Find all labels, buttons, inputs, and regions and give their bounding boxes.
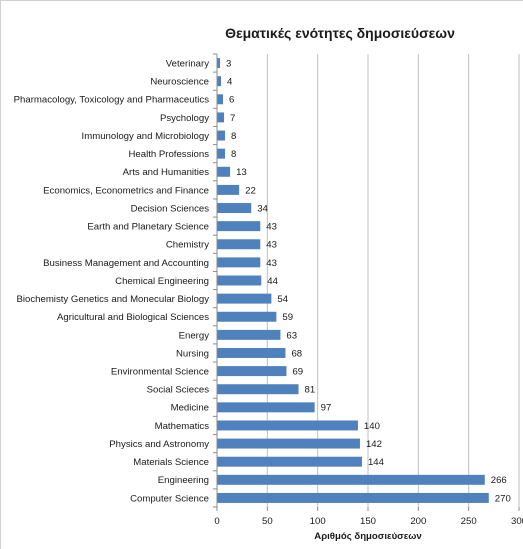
- bar: [217, 329, 281, 340]
- data-label: 22: [245, 185, 256, 196]
- category-label: Arts and Humanities: [123, 167, 210, 178]
- x-axis-label: Αριθμός δημοσιεύσεων: [314, 531, 421, 542]
- bar: [217, 76, 222, 87]
- data-label: 6: [229, 95, 234, 106]
- data-label: 142: [366, 439, 382, 450]
- bar: [217, 275, 262, 286]
- data-label: 7: [230, 113, 235, 124]
- bar: [217, 293, 272, 304]
- x-tick-label: 0: [214, 516, 219, 527]
- bar: [217, 492, 489, 503]
- data-label: 44: [267, 276, 278, 287]
- bar: [217, 239, 261, 250]
- data-label: 69: [292, 367, 303, 378]
- data-label: 270: [495, 493, 511, 504]
- category-label: Mathematics: [155, 421, 210, 432]
- category-label: Economics, Econometrics and Finance: [43, 185, 209, 196]
- bar: [217, 148, 226, 159]
- data-label: 43: [266, 240, 277, 251]
- data-label: 144: [368, 457, 385, 468]
- category-label: Physics and Astronomy: [109, 439, 209, 450]
- data-label: 43: [266, 258, 277, 269]
- data-label: 43: [266, 222, 277, 233]
- data-label: 81: [305, 385, 316, 396]
- data-label: 8: [231, 149, 236, 160]
- category-label: Pharmacology, Toxicology and Pharmaceuti…: [14, 95, 210, 106]
- bars: [217, 58, 489, 503]
- category-labels: Veterinary Neuroscience Pharmacology, Toxi…: [14, 53, 217, 508]
- bar: [217, 402, 315, 413]
- category-label: Materials Science: [133, 457, 209, 468]
- gridlines: [266, 54, 520, 507]
- data-label: 34: [257, 203, 268, 214]
- category-label: Engineering: [158, 475, 209, 486]
- category-label: Earth and Planetary Science: [87, 222, 209, 233]
- bar: [217, 384, 299, 395]
- bar: [217, 203, 252, 214]
- category-label: Business Management and Accounting: [43, 258, 209, 269]
- data-label: 68: [291, 348, 302, 359]
- bar: [217, 456, 362, 467]
- data-label: 59: [282, 312, 293, 323]
- data-label: 54: [277, 294, 288, 305]
- bar: [217, 184, 240, 195]
- category-label: Energy: [179, 330, 210, 341]
- bar: [217, 438, 360, 449]
- category-label: Veterinary: [166, 58, 209, 69]
- category-label: Medicine: [171, 403, 209, 414]
- bar: [217, 166, 231, 177]
- x-tick-label: 250: [461, 516, 477, 527]
- category-label: Environmental Science: [111, 367, 209, 378]
- x-tick-labels: 0 50 100 150 200 250 300: [214, 507, 523, 527]
- data-label: 3: [226, 58, 231, 69]
- category-label: Agricultural and Biological Sciences: [57, 312, 209, 323]
- category-label: Neuroscience: [150, 77, 209, 88]
- data-label: 4: [227, 77, 233, 88]
- bar: [217, 347, 286, 358]
- bar: [217, 94, 224, 105]
- bar: [217, 257, 261, 268]
- data-label: 63: [286, 330, 297, 341]
- x-tick-label: 150: [360, 516, 376, 527]
- category-label: Immunology and Microbiology: [82, 131, 210, 142]
- category-label: Chemistry: [166, 240, 209, 251]
- data-label: 266: [491, 475, 507, 486]
- x-tick-label: 100: [310, 516, 326, 527]
- x-tick-label: 50: [262, 516, 273, 527]
- category-label: Social Scieces: [147, 385, 210, 396]
- category-label: Computer Science: [130, 493, 209, 504]
- x-tick-label: 200: [410, 516, 426, 527]
- bar: [217, 474, 485, 485]
- category-label: Nursing: [176, 348, 209, 359]
- category-label: Psychology: [160, 113, 209, 124]
- data-label: 140: [364, 421, 380, 432]
- category-label: Decision Sciences: [131, 203, 210, 214]
- category-label: Chemical Engineering: [115, 276, 209, 287]
- data-label: 97: [321, 403, 332, 414]
- data-labels: 3467881322344343434454596368698197140142…: [226, 58, 511, 504]
- data-label: 8: [231, 131, 236, 142]
- x-tick-label: 300: [511, 516, 523, 527]
- category-label: Health Professions: [128, 149, 209, 160]
- bar: [217, 311, 277, 322]
- category-label: Biochemisty Genetics and Monecular Biolo…: [16, 294, 209, 305]
- bar: [217, 58, 221, 69]
- data-label: 13: [236, 167, 247, 178]
- bar: [217, 130, 226, 141]
- bar: [217, 366, 287, 377]
- chart-title: Θεματικές ενότητες δημοσιεύσεων: [225, 25, 455, 41]
- bar: [217, 112, 225, 123]
- bar: [217, 420, 358, 431]
- bar: [217, 221, 261, 232]
